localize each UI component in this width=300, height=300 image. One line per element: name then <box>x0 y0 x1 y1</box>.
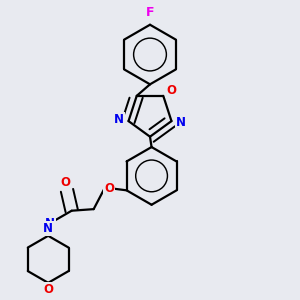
Text: N: N <box>114 113 124 126</box>
Text: N: N <box>176 116 186 129</box>
Text: N: N <box>43 222 53 236</box>
Text: O: O <box>166 84 176 97</box>
Text: F: F <box>146 6 154 19</box>
Text: O: O <box>43 283 53 296</box>
Text: N: N <box>45 217 55 230</box>
Text: O: O <box>104 182 114 195</box>
Text: O: O <box>60 176 70 189</box>
